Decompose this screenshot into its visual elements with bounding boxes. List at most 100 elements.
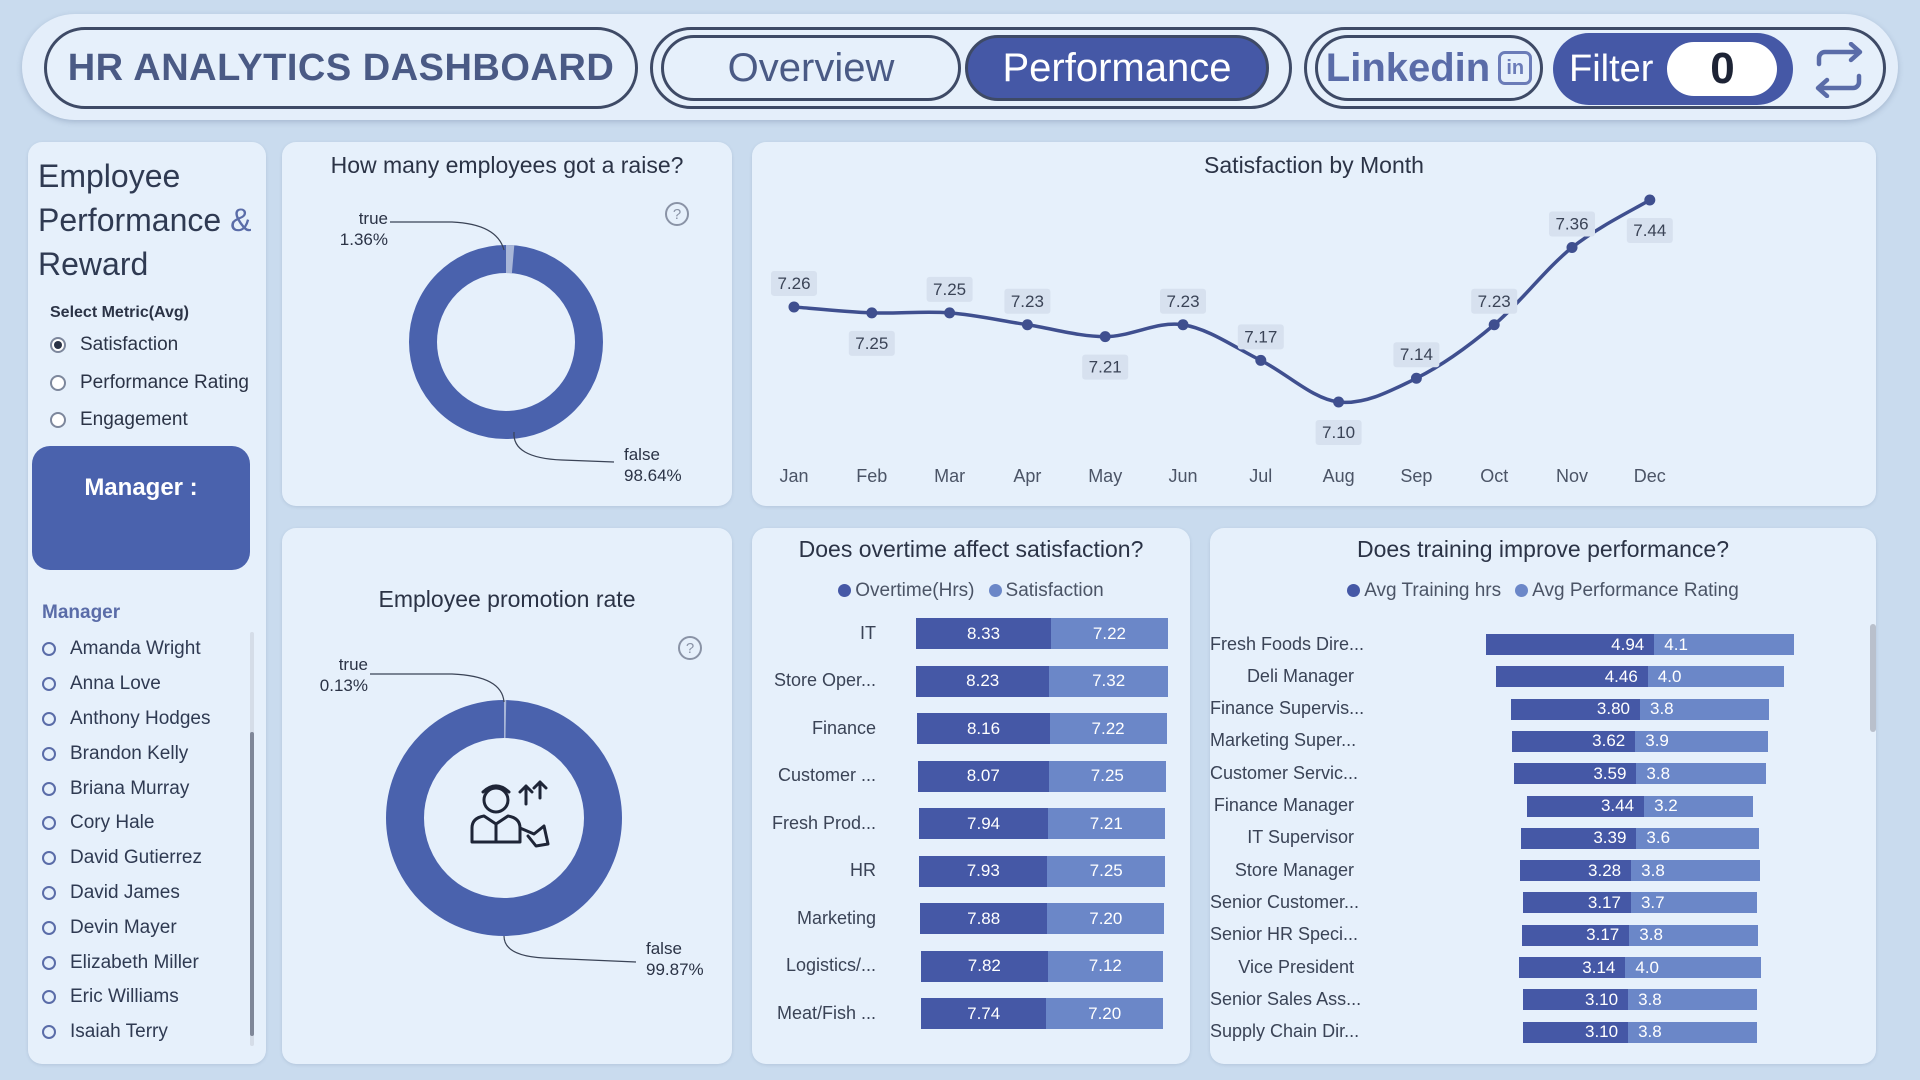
bar-segment-series-1[interactable]: 4.46 (1496, 666, 1648, 688)
line-point[interactable] (1488, 319, 1500, 331)
line-point[interactable] (866, 307, 878, 319)
bar-segment-series-1[interactable]: 7.74 (920, 998, 1047, 1029)
legend-item-performance[interactable]: Avg Performance Rating (1515, 580, 1739, 602)
line-point[interactable] (1255, 354, 1267, 366)
bar-row[interactable]: 3.44 3.2 (1527, 795, 1753, 817)
bar-segment-series-1[interactable]: 3.59 (1514, 763, 1637, 785)
line-point[interactable] (1333, 396, 1345, 408)
tab-overview[interactable]: Overview (661, 35, 961, 101)
radio-icon[interactable] (42, 851, 56, 866)
line-point[interactable] (788, 301, 800, 313)
bar-segment-series-2[interactable]: 4.0 (1625, 957, 1762, 978)
bar-row[interactable]: 8.23 7.32 (916, 665, 1168, 697)
radio-icon[interactable] (42, 746, 56, 761)
manager-list-item[interactable]: Brandon Kelly (42, 736, 211, 771)
line-point[interactable] (1566, 242, 1578, 254)
manager-list-item[interactable]: Cory Hale (42, 806, 211, 841)
bar-segment-series-1[interactable]: 3.17 (1523, 892, 1631, 914)
bar-segment-series-2[interactable]: 4.1 (1654, 634, 1794, 655)
bar-segment-series-2[interactable]: 7.22 (1049, 713, 1167, 744)
bar-segment-series-2[interactable]: 4.0 (1647, 666, 1784, 688)
bar-segment-series-1[interactable]: 4.94 (1486, 634, 1655, 655)
bar-segment-series-2[interactable]: 3.8 (1628, 1021, 1758, 1043)
legend-item-satisfaction[interactable]: Satisfaction (988, 580, 1104, 602)
line-point[interactable] (1021, 319, 1033, 331)
bar-segment-series-1[interactable]: 3.39 (1521, 827, 1637, 849)
manager-list-item[interactable]: Eric Williams (42, 980, 211, 1015)
bar-segment-series-2[interactable]: 7.25 (1048, 760, 1167, 792)
line-point[interactable] (1644, 194, 1656, 206)
line-point[interactable] (944, 307, 956, 319)
manager-list-item[interactable]: David Gutierrez (42, 841, 211, 876)
manager-list-item[interactable]: Briana Murray (42, 771, 211, 806)
line-point[interactable] (1177, 319, 1189, 331)
bar-row[interactable]: 3.17 3.8 (1521, 924, 1759, 946)
bar-segment-series-2[interactable]: 3.9 (1635, 730, 1768, 752)
bar-row[interactable]: 3.28 3.8 (1519, 860, 1761, 882)
line-point[interactable] (1099, 331, 1111, 343)
manager-list-item[interactable]: David James (42, 876, 211, 911)
manager-list-item[interactable]: Anna Love (42, 667, 211, 702)
radio-icon[interactable] (42, 642, 56, 657)
bar-segment-series-1[interactable]: 8.16 (917, 713, 1050, 744)
bar-row[interactable]: 3.14 4.0 (1518, 957, 1762, 978)
bar-segment-series-1[interactable]: 3.17 (1521, 924, 1630, 946)
help-question-icon[interactable]: ? (665, 202, 689, 226)
legend-item-overtime[interactable]: Overtime(Hrs) (838, 580, 975, 602)
bar-row[interactable]: 8.07 7.25 (917, 760, 1167, 792)
radio-icon[interactable] (42, 920, 56, 935)
bar-segment-series-1[interactable]: 8.23 (916, 665, 1050, 697)
radio-icon[interactable] (42, 711, 56, 726)
radio-icon[interactable] (42, 781, 56, 796)
bar-segment-series-1[interactable]: 3.14 (1518, 957, 1626, 978)
radio-icon[interactable] (42, 990, 56, 1005)
bar-row[interactable]: 3.80 3.8 (1510, 698, 1770, 720)
bar-row[interactable]: 7.94 7.21 (919, 808, 1165, 839)
tab-performance[interactable]: Performance (965, 35, 1269, 101)
radio-icon[interactable] (42, 1025, 56, 1040)
bar-row[interactable]: 3.62 3.9 (1512, 730, 1768, 752)
bar-segment-series-1[interactable]: 7.93 (919, 855, 1048, 887)
reset-filters-icon[interactable] (1807, 42, 1871, 98)
bar-segment-series-2[interactable]: 3.2 (1644, 795, 1753, 817)
bar-row[interactable]: 7.82 7.12 (920, 950, 1163, 982)
manager-list-item[interactable]: Devin Mayer (42, 910, 211, 945)
radio-icon[interactable] (42, 677, 56, 692)
bar-segment-series-2[interactable]: 3.7 (1630, 892, 1757, 914)
bar-segment-series-1[interactable]: 3.80 (1510, 698, 1640, 720)
bar-segment-series-2[interactable]: 3.8 (1636, 763, 1766, 785)
bar-segment-series-2[interactable]: 3.8 (1629, 924, 1759, 946)
bar-segment-series-2[interactable]: 7.22 (1050, 618, 1168, 649)
bar-segment-series-2[interactable]: 3.6 (1636, 827, 1759, 849)
help-question-icon[interactable]: ? (678, 636, 702, 660)
bar-segment-series-2[interactable]: 7.12 (1047, 950, 1163, 982)
legend-item-training[interactable]: Avg Training hrs (1347, 580, 1501, 602)
bar-segment-series-2[interactable]: 7.20 (1046, 998, 1163, 1029)
radio-icon[interactable] (42, 816, 56, 831)
bar-row[interactable]: 3.17 3.7 (1523, 892, 1757, 914)
bar-row[interactable]: 3.10 3.8 (1522, 989, 1758, 1011)
bar-segment-series-1[interactable]: 3.10 (1522, 989, 1629, 1011)
radio-icon[interactable] (50, 375, 66, 391)
metric-option-performance-rating[interactable]: Performance Rating (50, 372, 249, 394)
bar-segment-series-1[interactable]: 7.94 (919, 808, 1048, 839)
bar-segment-series-1[interactable]: 7.88 (919, 903, 1048, 934)
bar-segment-series-2[interactable]: 3.8 (1639, 698, 1770, 720)
linkedin-button[interactable]: Linkedin in (1315, 35, 1543, 101)
bar-segment-series-2[interactable]: 7.20 (1047, 903, 1165, 934)
bar-segment-series-1[interactable]: 8.07 (917, 760, 1049, 792)
bar-row[interactable]: 7.93 7.25 (919, 855, 1165, 887)
bar-segment-series-2[interactable]: 3.8 (1628, 989, 1758, 1011)
line-point[interactable] (1410, 372, 1422, 384)
bar-segment-series-1[interactable]: 7.82 (920, 950, 1048, 982)
bar-segment-series-2[interactable]: 3.8 (1631, 860, 1761, 882)
filter-button[interactable]: Filter 0 (1553, 33, 1793, 105)
radio-icon[interactable] (50, 412, 66, 428)
bar-row[interactable]: 7.88 7.20 (919, 903, 1165, 934)
training-chart-scrollbar[interactable] (1870, 624, 1876, 732)
bar-row[interactable]: 4.46 4.0 (1496, 666, 1784, 688)
metric-option-satisfaction[interactable]: Satisfaction (50, 334, 178, 356)
manager-list-item[interactable]: Elizabeth Miller (42, 945, 211, 980)
bar-segment-series-1[interactable]: 3.62 (1512, 730, 1636, 752)
manager-list-item[interactable]: Isaiah Terry (42, 1015, 211, 1050)
